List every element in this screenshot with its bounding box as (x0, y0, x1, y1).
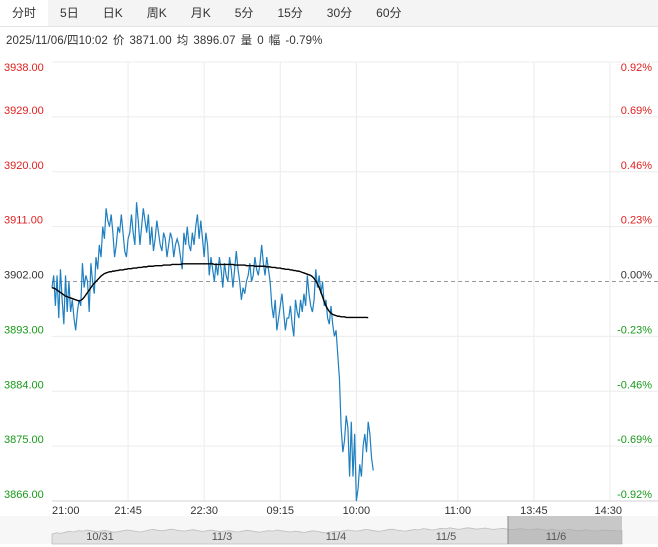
info-volume-label: 量 (240, 35, 253, 47)
x-tick-label: 11:00 (444, 505, 471, 517)
right-tick-label: -0.46% (617, 379, 652, 391)
x-tick-label: 22:30 (190, 505, 218, 517)
quote-info-bar: 2025/11/06/四10:02 价 3871.00 均 3896.07 量 0 幅 -0.7… (6, 32, 327, 48)
info-price-label: 价 (112, 35, 125, 47)
right-tick-label: -0.92% (617, 489, 652, 501)
right-tick-label: 0.92% (621, 62, 652, 74)
x-tick-label: 21:00 (52, 505, 80, 517)
info-avg-label: 均 (176, 35, 189, 47)
info-price: 3871.00 (129, 35, 172, 47)
tab-5min[interactable]: 5分 (234, 6, 254, 20)
x-axis-labels: 21:00 21:45 22:30 09:15 10:00 11:00 13:45 14:30 (52, 505, 622, 517)
left-tick-label: 3929.00 (4, 105, 44, 117)
right-tick-label: 0.46% (621, 160, 652, 172)
tab-monthly-k[interactable]: 月K (190, 6, 211, 20)
navigator-date-label: 10/31 (86, 531, 114, 543)
tab-60min[interactable]: 60分 (376, 6, 402, 20)
tab-weekly-k[interactable]: 周K (146, 6, 167, 20)
tab-15min[interactable]: 15分 (277, 6, 303, 20)
x-tick-label: 14:30 (594, 505, 622, 517)
navigator-selection (508, 516, 622, 544)
tab-intraday[interactable]: 分时 (0, 0, 49, 26)
left-tick-label: 3902.00 (4, 270, 44, 282)
left-tick-label: 3875.00 (4, 434, 44, 446)
right-tick-label: 0.69% (621, 105, 652, 117)
x-tick-label: 09:15 (267, 505, 295, 517)
tab-daily-k[interactable]: 日K (102, 6, 123, 20)
navigator-date-label: 11/4 (326, 531, 347, 543)
time-range-navigator[interactable]: 10/31 11/3 11/4 11/5 11/6 (0, 516, 658, 545)
x-tick-label: 21:45 (114, 505, 142, 517)
tab-5day[interactable]: 5日 (60, 6, 79, 20)
period-tab-bar: 分时 5日 日K 周K 月K 5分 15分 30分 60分 (0, 0, 658, 27)
info-avg: 3896.07 (193, 35, 236, 47)
right-tick-label: -0.23% (617, 324, 652, 336)
x-tick-label: 13:45 (520, 505, 548, 517)
navigator-date-label: 11/6 (546, 531, 567, 543)
x-tick-label: 10:00 (343, 505, 371, 517)
info-change: -0.79% (285, 35, 323, 47)
chart-grid (52, 61, 658, 502)
left-tick-label: 3920.00 (4, 160, 44, 172)
left-tick-label: 3866.00 (4, 489, 44, 501)
info-volume: 0 (257, 35, 264, 47)
price-line (51, 202, 374, 502)
right-tick-label: 0.00% (621, 270, 652, 282)
left-tick-label: 3911.00 (4, 215, 43, 227)
y-axis-labels: 3938.00 0.92% 3929.00 0.69% 3920.00 0.46% 3911… (4, 62, 652, 501)
navigator-date-label: 11/5 (436, 531, 457, 543)
left-tick-label: 3893.00 (4, 324, 44, 336)
info-change-label: 幅 (268, 35, 281, 47)
info-datetime: 2025/11/06/四10:02 (6, 35, 108, 47)
left-tick-label: 3938.00 (4, 62, 44, 74)
average-price-line (51, 263, 369, 319)
right-tick-label: -0.69% (617, 434, 652, 446)
navigator-date-label: 11/3 (212, 531, 233, 543)
right-tick-label: 0.23% (621, 215, 652, 227)
tab-30min[interactable]: 30分 (326, 6, 353, 20)
left-tick-label: 3884.00 (4, 379, 44, 391)
